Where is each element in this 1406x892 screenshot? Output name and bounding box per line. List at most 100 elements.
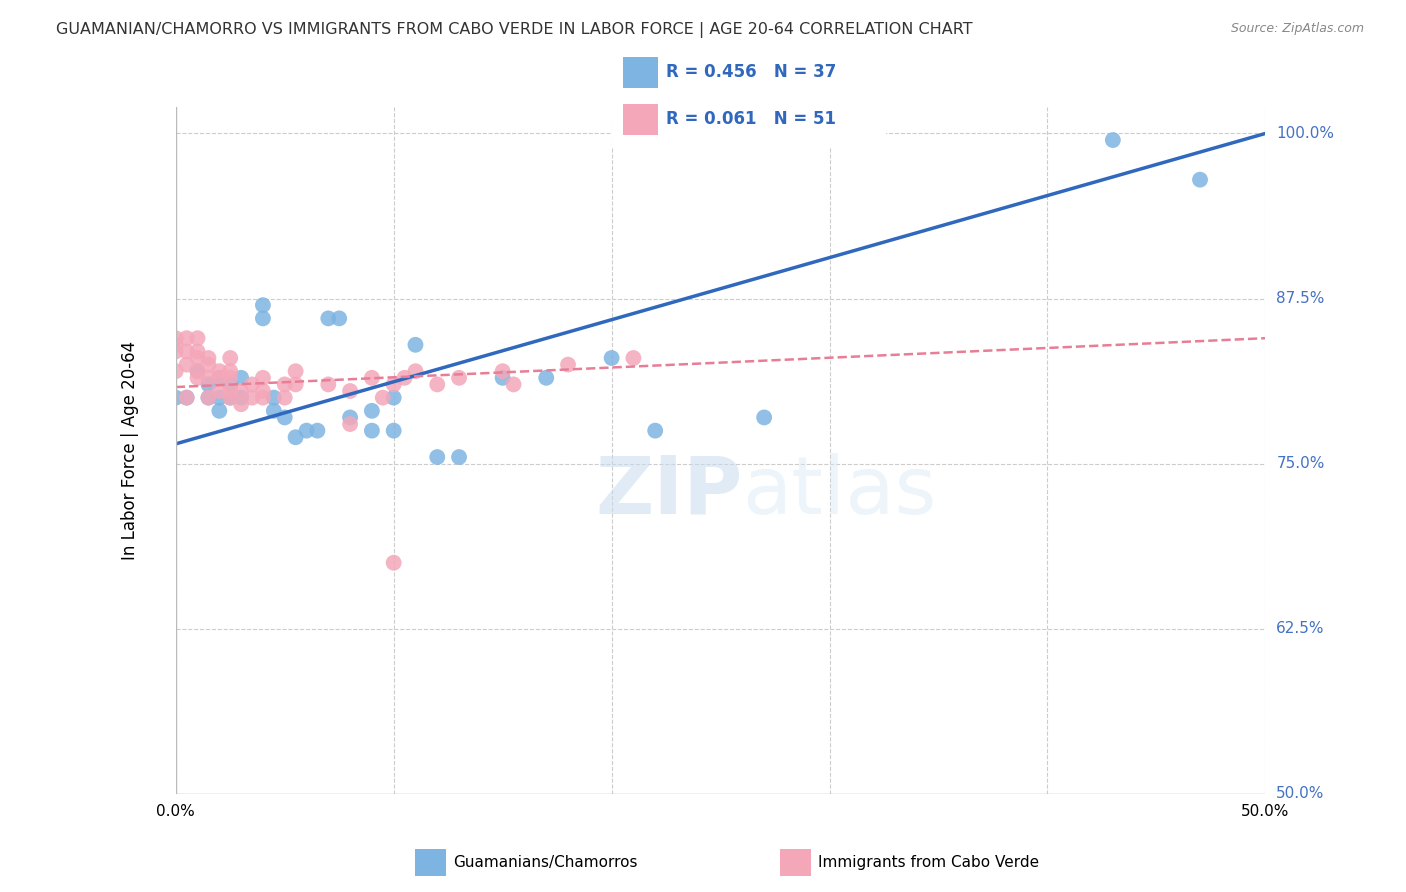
Point [382, 556, 405, 570]
Point [240, 391, 263, 405]
Text: 50.0%: 50.0% [1241, 805, 1289, 820]
Point [360, 404, 382, 418]
Point [186, 331, 209, 345]
Text: Guamanians/Chamorros: Guamanians/Chamorros [453, 855, 637, 870]
FancyBboxPatch shape [623, 104, 658, 135]
Point [219, 384, 242, 398]
Point [252, 311, 274, 326]
Point [219, 351, 242, 365]
Point [186, 351, 209, 365]
Text: 62.5%: 62.5% [1277, 621, 1324, 636]
Point [405, 364, 427, 378]
Point [208, 371, 231, 385]
Text: R = 0.456   N = 37: R = 0.456 N = 37 [666, 63, 837, 81]
Point [382, 391, 405, 405]
Point [371, 391, 394, 405]
Point [176, 391, 198, 405]
Point [534, 371, 557, 385]
Point [165, 364, 187, 378]
Point [165, 338, 187, 352]
Text: 100.0%: 100.0% [1277, 126, 1334, 141]
Point [231, 384, 253, 398]
Point [231, 371, 253, 385]
Point [263, 391, 285, 405]
Text: 0.0%: 0.0% [156, 805, 195, 820]
Text: 87.5%: 87.5% [1277, 291, 1324, 306]
Point [219, 371, 242, 385]
Point [274, 391, 297, 405]
Text: ZIP: ZIP [595, 452, 742, 531]
Point [339, 384, 361, 398]
Point [754, 410, 776, 425]
Point [252, 298, 274, 312]
Point [176, 391, 198, 405]
Point [219, 391, 242, 405]
Text: atlas: atlas [742, 452, 936, 531]
Point [176, 344, 198, 359]
Point [186, 364, 209, 378]
Point [197, 391, 219, 405]
Text: Immigrants from Cabo Verde: Immigrants from Cabo Verde [818, 855, 1039, 870]
Point [231, 391, 253, 405]
Point [360, 371, 382, 385]
Point [165, 344, 187, 359]
Point [492, 371, 515, 385]
Point [186, 364, 209, 378]
Point [197, 358, 219, 372]
Point [307, 424, 329, 438]
Point [197, 351, 219, 365]
Point [600, 351, 623, 365]
Point [208, 404, 231, 418]
Point [165, 391, 187, 405]
Point [252, 384, 274, 398]
Point [186, 344, 209, 359]
Point [284, 430, 307, 444]
Point [328, 311, 350, 326]
Point [1189, 172, 1212, 186]
Point [405, 338, 427, 352]
Point [186, 371, 209, 385]
Point [426, 450, 449, 464]
Point [382, 424, 405, 438]
Point [274, 377, 297, 392]
Point [252, 391, 274, 405]
Point [394, 371, 416, 385]
Point [360, 424, 382, 438]
Point [252, 371, 274, 385]
Point [208, 384, 231, 398]
Point [1102, 133, 1125, 147]
Point [176, 358, 198, 372]
Point [339, 410, 361, 425]
Text: In Labor Force | Age 20-64: In Labor Force | Age 20-64 [121, 341, 139, 560]
Text: GUAMANIAN/CHAMORRO VS IMMIGRANTS FROM CABO VERDE IN LABOR FORCE | AGE 20-64 CORR: GUAMANIAN/CHAMORRO VS IMMIGRANTS FROM CA… [56, 22, 973, 38]
Text: 75.0%: 75.0% [1277, 456, 1324, 471]
Point [644, 424, 666, 438]
Point [240, 377, 263, 392]
Point [263, 404, 285, 418]
Point [492, 364, 515, 378]
Point [339, 417, 361, 431]
Point [274, 410, 297, 425]
FancyBboxPatch shape [415, 849, 446, 876]
Point [197, 391, 219, 405]
Point [447, 450, 470, 464]
Point [318, 311, 340, 326]
Point [176, 331, 198, 345]
Point [382, 377, 405, 392]
Point [165, 331, 187, 345]
Point [295, 424, 318, 438]
Point [208, 371, 231, 385]
FancyBboxPatch shape [780, 849, 811, 876]
Point [557, 358, 579, 372]
Point [219, 364, 242, 378]
Point [219, 377, 242, 392]
Point [502, 377, 524, 392]
Point [447, 371, 470, 385]
Point [208, 391, 231, 405]
Text: R = 0.061   N = 51: R = 0.061 N = 51 [666, 111, 837, 128]
Point [621, 351, 644, 365]
Text: Source: ZipAtlas.com: Source: ZipAtlas.com [1230, 22, 1364, 36]
FancyBboxPatch shape [623, 57, 658, 87]
Point [197, 377, 219, 392]
Point [426, 377, 449, 392]
